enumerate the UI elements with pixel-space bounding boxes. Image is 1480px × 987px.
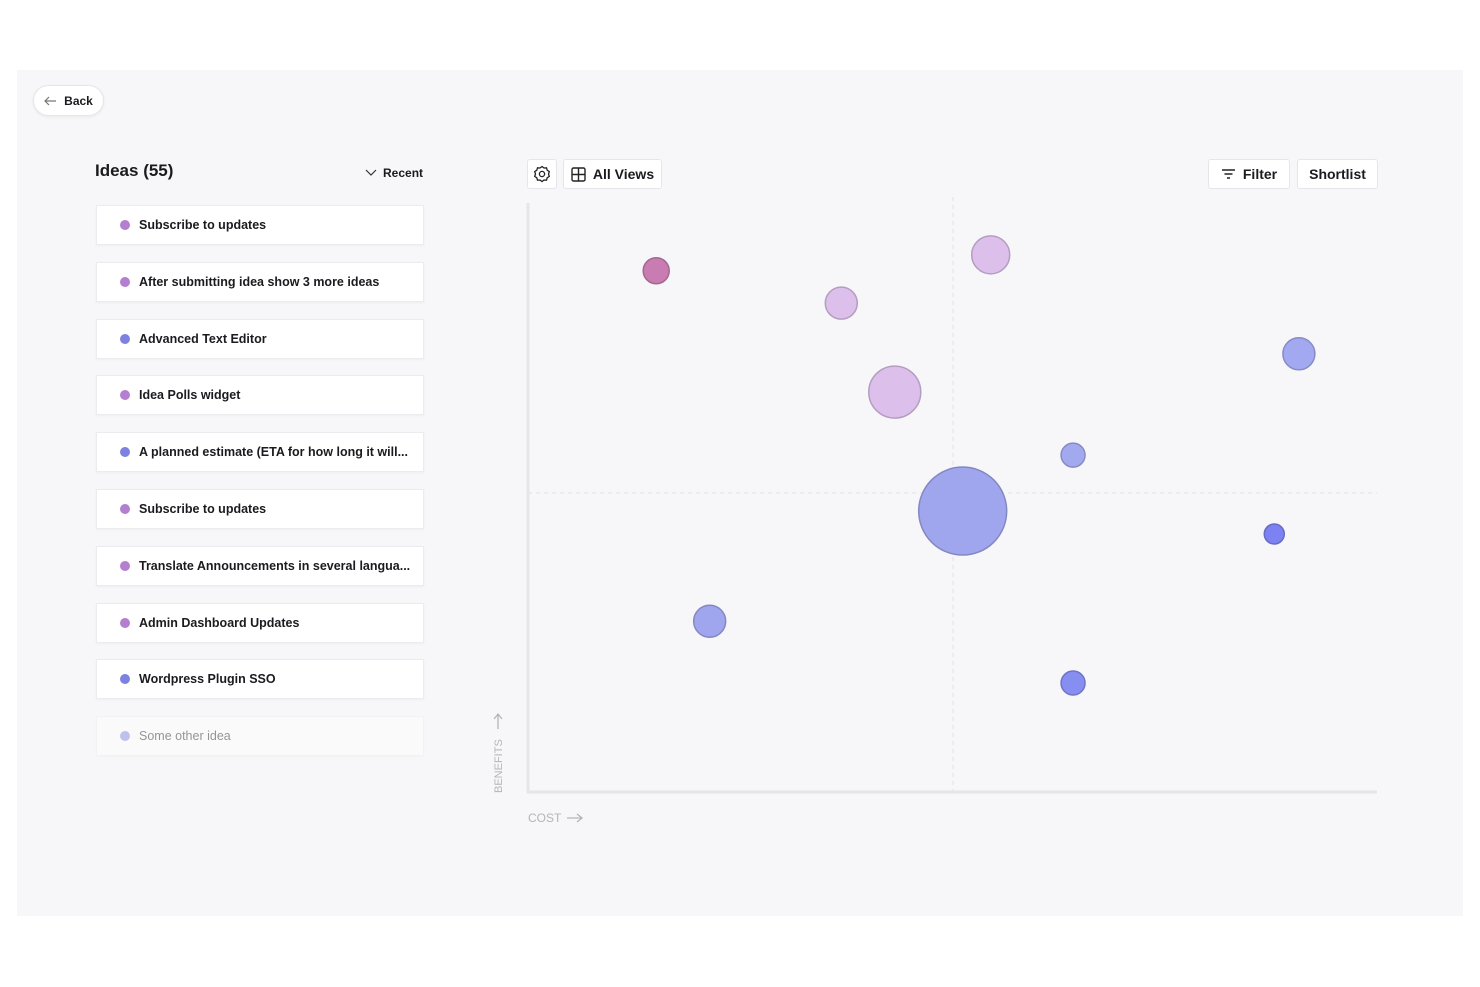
gear-icon [533, 165, 551, 183]
idea-item[interactable]: Idea Polls widget [96, 375, 424, 416]
settings-button[interactable] [527, 159, 557, 189]
idea-dot [120, 333, 130, 344]
idea-label: Subscribe to updates [139, 218, 267, 232]
idea-item[interactable]: A planned estimate (ETA for how long it … [96, 432, 424, 473]
grid-icon [571, 166, 586, 182]
idea-item[interactable]: Admin Dashboard Updates [96, 602, 424, 643]
idea-label: Advanced Text Editor [139, 331, 267, 346]
views-label: All Views [592, 166, 655, 182]
idea-item[interactable]: Wordpress Plugin SSO [96, 659, 424, 700]
idea-label: Some other idea [139, 729, 231, 744]
filter-icon [1221, 169, 1235, 179]
idea-dot [120, 731, 130, 742]
idea-dot [120, 447, 130, 458]
idea-label: Subscribe to updates [139, 501, 267, 516]
back-button[interactable]: Back [33, 85, 104, 116]
shortlist-label: Shortlist [1309, 166, 1366, 182]
idea-dot [120, 276, 130, 287]
idea-dot [120, 390, 130, 401]
idea-item[interactable]: Subscribe to updates [96, 205, 424, 245]
idea-label: Wordpress Plugin SSO [139, 672, 276, 687]
bubble[interactable] [1060, 442, 1086, 468]
idea-label: After submitting idea show 3 more ideas [139, 274, 380, 289]
x-axis-label: COST [528, 811, 562, 825]
filter-button[interactable]: Filter [1208, 159, 1290, 189]
idea-item[interactable]: Some other idea [96, 716, 424, 757]
y-arrow [493, 712, 503, 729]
bubbles [642, 235, 1316, 696]
idea-item[interactable]: Advanced Text Editor [96, 318, 424, 359]
ideas-title: Ideas (55) [95, 161, 174, 180]
bubble[interactable] [1060, 670, 1086, 696]
idea-item[interactable]: Translate Announcements in several langu… [96, 545, 424, 586]
y-axis-label: BENEFITS [493, 739, 505, 793]
bubble[interactable] [917, 466, 1008, 556]
bubble[interactable] [970, 235, 1011, 275]
idea-dot [120, 560, 130, 571]
sort-dropdown[interactable]: Recent [365, 166, 423, 180]
idea-dot [120, 220, 130, 230]
sort-label: Recent [383, 166, 424, 180]
bubble[interactable] [642, 256, 670, 285]
bubble[interactable] [868, 365, 922, 419]
idea-label: Admin Dashboard Updates [139, 615, 300, 630]
idea-dot [120, 674, 130, 685]
idea-dot [120, 617, 130, 628]
bubble[interactable] [824, 286, 859, 320]
bubble[interactable] [1263, 523, 1286, 545]
views-button[interactable]: All Views [563, 159, 662, 189]
idea-item[interactable]: Subscribe to updates [96, 488, 424, 529]
idea-label: Translate Announcements in several langu… [139, 558, 411, 573]
idea-item[interactable]: After submitting idea show 3 more ideas [96, 261, 424, 302]
bubble[interactable] [1282, 337, 1316, 371]
idea-list: Subscribe to updates After submitting ide… [96, 205, 424, 773]
idea-label: Idea Polls widget [139, 388, 241, 403]
shortlist-button[interactable]: Shortlist [1297, 159, 1378, 189]
filter-label: Filter [1242, 166, 1278, 182]
back-icon [44, 96, 57, 105]
back-label: Back [64, 93, 93, 108]
idea-dot [120, 503, 130, 514]
x-arrow [567, 813, 584, 823]
chevron-icon [365, 169, 377, 176]
bubble[interactable] [692, 604, 727, 638]
idea-label: A planned estimate (ETA for how long it … [139, 445, 408, 460]
